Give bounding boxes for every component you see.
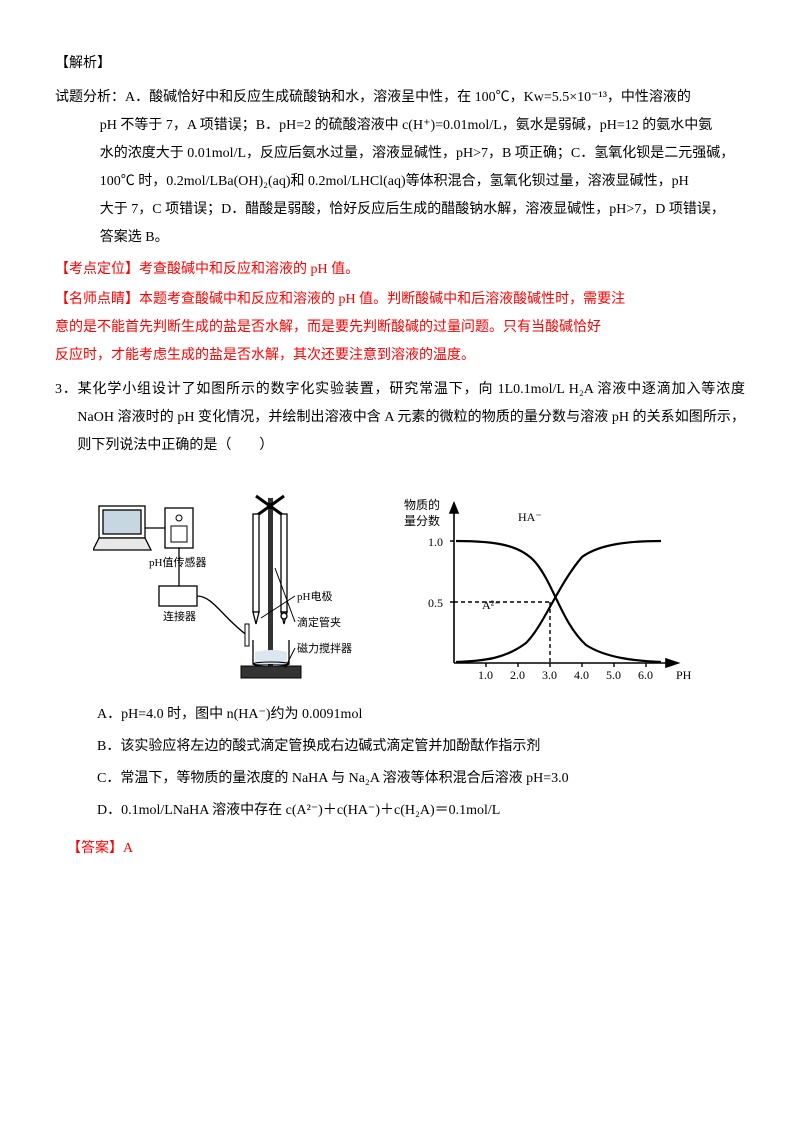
analysis-body: 试题分析：A．酸碱恰好中和反应生成硫酸钠和水，溶液呈中性，在 100℃，Kw=5… bbox=[55, 84, 745, 252]
option-b: B．该实验应将左边的酸式滴定管换成右边碱式滴定管并加酚酞作指示剂 bbox=[97, 733, 745, 761]
master-note-line-1: 意的是不能首先判断生成的盐是否水解，而是要先判断酸碱的过量问题。只有当酸碱恰好 bbox=[76, 314, 745, 342]
connector-label: 连接器 bbox=[163, 610, 196, 623]
master-note: 【名师点睛】本题考查酸碱中和反应和溶液的 pH 值。判断酸碱中和后溶液酸碱性时，… bbox=[55, 286, 745, 370]
tube-rack-label: 滴定管夹 bbox=[297, 615, 341, 629]
option-a: A．pH=4.0 时，图中 n(HA⁻)约为 0.0091mol bbox=[97, 701, 745, 729]
answer: 【答案】A bbox=[67, 835, 745, 863]
xtick-4: 4.0 bbox=[574, 668, 589, 682]
species-fraction-chart: 物质的 量分数 1.0 0.5 1.0 2.0 3.0 4.0 bbox=[386, 493, 701, 693]
master-note-line-0: 【名师点睛】本题考查酸碱中和反应和溶液的 pH 值。判断酸碱中和后溶液酸碱性时，… bbox=[76, 286, 745, 314]
question3-stem: 3．某化学小组设计了如图所示的数字化实验装置，研究常温下，向 1L0.1mol/… bbox=[55, 376, 745, 460]
analysis-line-1: pH 不等于 7，A 项错误；B．pH=2 的硫酸溶液中 c(H⁺)=0.01m… bbox=[55, 112, 745, 140]
xtick-1: 1.0 bbox=[478, 668, 493, 682]
xtick-5: 5.0 bbox=[606, 668, 621, 682]
analysis-heading: 【解析】 bbox=[55, 50, 745, 78]
stirrer-label: 磁力搅拌器 bbox=[297, 641, 352, 655]
analysis-line-4: 大于 7，C 项错误；D．醋酸是弱酸，恰好反应后生成的醋酸钠水解，溶液显碱性，p… bbox=[55, 196, 745, 224]
option-d: D．0.1mol/LNaHA 溶液中存在 c(A²⁻)＋c(HA⁻)＋c(H₂A… bbox=[97, 797, 745, 825]
ytick-1: 1.0 bbox=[428, 535, 443, 549]
option-c: C．常温下，等物质的量浓度的 NaHA 与 Na₂A 溶液等体积混合后溶液 pH… bbox=[97, 765, 745, 793]
chart-y-title-2: 量分数 bbox=[404, 513, 440, 528]
analysis-line-2: 水的浓度大于 0.01mol/L，反应后氨水过量，溶液显碱性，pH>7，B 项正… bbox=[55, 140, 745, 168]
electrode-label: pH电极 bbox=[297, 589, 332, 603]
curve-label-a2: A²⁻ bbox=[482, 598, 501, 612]
key-point: 【考点定位】考查酸碱中和反应和溶液的 pH 值。 bbox=[55, 256, 745, 284]
ytick-05: 0.5 bbox=[428, 596, 443, 610]
analysis-line-0: 试题分析：A．酸碱恰好中和反应生成硫酸钠和水，溶液呈中性，在 100℃，Kw=5… bbox=[55, 84, 745, 112]
apparatus-diagram: pH值传感器 连接器 pH bbox=[93, 468, 368, 693]
chart-y-title-1: 物质的 bbox=[404, 497, 440, 512]
xtick-3: 3.0 bbox=[542, 668, 557, 682]
analysis-line-3: 100℃ 时，0.2mol/LBa(OH)₂(aq)和 0.2mol/LHCl(… bbox=[55, 168, 745, 196]
xtick-2: 2.0 bbox=[510, 668, 525, 682]
master-note-line-2: 反应时，才能考虑生成的盐是否水解，其次还要注意到溶液的温度。 bbox=[76, 342, 745, 370]
curve-label-ha: HA⁻ bbox=[518, 510, 542, 524]
figure-row: pH值传感器 连接器 pH bbox=[93, 468, 745, 693]
xtick-6: 6.0 bbox=[638, 668, 653, 682]
chart-x-title: PH bbox=[676, 668, 692, 682]
sensor-label: pH值传感器 bbox=[149, 556, 206, 569]
options: A．pH=4.0 时，图中 n(HA⁻)约为 0.0091mol B．该实验应将… bbox=[97, 701, 745, 825]
analysis-line-5: 答案选 B。 bbox=[55, 224, 745, 252]
